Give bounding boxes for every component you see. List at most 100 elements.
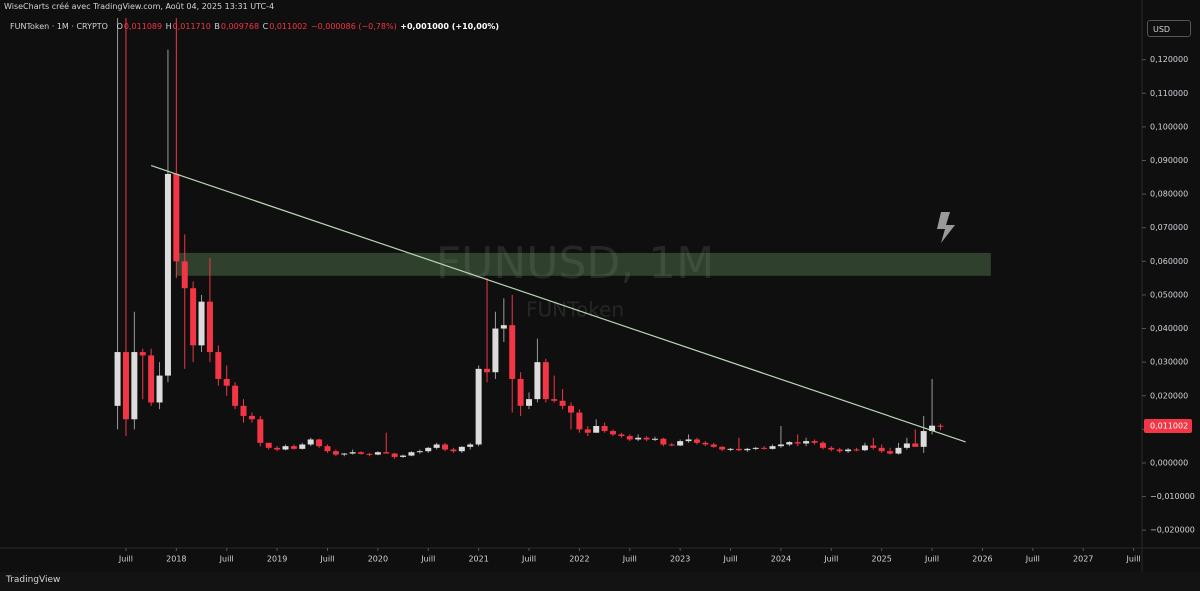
x-tick-label: 2020	[368, 555, 388, 564]
ohlc-key: B	[214, 22, 220, 31]
candle-body	[282, 446, 289, 450]
candle-body	[769, 446, 776, 449]
candle-body	[274, 447, 281, 450]
currency-button[interactable]: USD	[1147, 20, 1191, 37]
x-tick-label: Juill	[722, 555, 737, 564]
candle-body	[408, 452, 415, 456]
x-tick-label: 2025	[872, 555, 892, 564]
candle-body	[870, 445, 877, 448]
candle-body	[164, 173, 171, 376]
candle-body	[500, 325, 507, 329]
candle-body	[114, 352, 121, 406]
candle-body	[609, 431, 616, 435]
candle-body	[761, 447, 768, 449]
y-tick-label: 0,110000	[1150, 89, 1188, 98]
y-tick-label: 0,040000	[1150, 324, 1188, 333]
candle-body	[173, 173, 180, 262]
x-tick-label: 2021	[468, 555, 488, 564]
symbol: FUNToken · 1M · CRYPTO	[10, 22, 108, 31]
candle-body	[903, 443, 910, 448]
candle-body	[887, 451, 894, 454]
candle-body	[299, 444, 306, 449]
candle-body	[744, 448, 751, 451]
candle-body	[290, 446, 297, 449]
candle-body	[425, 447, 432, 452]
candle-body	[139, 352, 146, 356]
candle-body	[576, 412, 583, 430]
ohlc-key: O	[116, 22, 123, 31]
credit-line: WiseCharts créé avec TradingView.com, Ao…	[4, 2, 275, 11]
candle-body	[811, 441, 818, 443]
candle-body	[685, 439, 692, 442]
candle-body	[803, 441, 810, 444]
y-tick-label: −0,020000	[1150, 526, 1195, 535]
trendline	[150, 164, 966, 443]
x-tick-label: Juill	[622, 555, 637, 564]
candle-body	[710, 444, 717, 447]
candle-body	[651, 438, 658, 440]
candle-body	[374, 452, 381, 455]
y-tick-label: 0,060000	[1150, 257, 1188, 266]
candle-body	[400, 455, 407, 457]
ohlc-value: 0,011089	[123, 22, 163, 31]
candle-body	[484, 368, 491, 373]
candle-body	[467, 444, 474, 447]
y-tick-label: −0,010000	[1150, 492, 1195, 501]
y-tick-label: 0,070000	[1150, 223, 1188, 232]
candle-body	[559, 400, 566, 406]
candle-body	[702, 442, 709, 445]
candle-body	[198, 301, 205, 346]
candle-body	[265, 442, 272, 448]
y-tick-label: 0,100000	[1150, 122, 1188, 131]
x-tick-label: 2018	[166, 555, 186, 564]
candle-body	[693, 439, 700, 443]
x-tick-label: Juill	[319, 555, 334, 564]
ohlc-key: C	[262, 22, 269, 31]
x-tick-label: Juill	[1025, 555, 1040, 564]
ohlc-key: H	[165, 22, 172, 31]
candle-body	[341, 453, 348, 455]
x-tick-label: 2019	[267, 555, 287, 564]
volume-change: +0,001000 (+10,00%)	[400, 22, 500, 31]
y-tick-label: 0,090000	[1150, 156, 1188, 165]
candle-body	[861, 445, 868, 451]
y-tick-label: 0,020000	[1150, 391, 1188, 400]
last-price-label: 0,011002	[1150, 421, 1188, 430]
candle-body	[316, 439, 323, 447]
candle-body	[156, 375, 163, 403]
candle-body	[492, 328, 499, 373]
y-tick-label: 0,080000	[1150, 190, 1188, 199]
x-tick-label: Juill	[1126, 555, 1141, 564]
candle-body	[383, 452, 390, 454]
candle-body	[668, 444, 675, 446]
candle-body	[534, 362, 541, 400]
plot-area: FUNUSD, 1M FUNToken	[114, 18, 991, 459]
candle-body	[677, 441, 684, 446]
resistance-zone	[176, 252, 991, 276]
ohlc-value: 0,011002	[269, 22, 308, 31]
candle-body	[366, 453, 373, 455]
candle-body	[584, 429, 591, 433]
x-tick-label: Juill	[521, 555, 536, 564]
candle-body	[181, 261, 188, 289]
candle-body	[542, 362, 549, 400]
candle-body	[937, 425, 944, 427]
x-tick-label: Juill	[823, 555, 838, 564]
candle-body	[517, 378, 524, 406]
candle-body	[878, 447, 885, 452]
candle-body	[416, 451, 423, 453]
x-tick-label: 2022	[569, 555, 589, 564]
lightning-icon	[937, 212, 955, 243]
candle-body	[786, 442, 793, 445]
y-tick-label: 0,120000	[1150, 55, 1188, 64]
candle-body	[836, 449, 843, 452]
x-tick-label: Juill	[924, 555, 939, 564]
last-price-box	[1144, 418, 1192, 433]
candle-body	[853, 449, 860, 451]
x-tick-label: 2026	[972, 555, 992, 564]
candle-body	[257, 419, 264, 443]
candle-body	[601, 426, 608, 432]
candle-body	[660, 438, 667, 445]
